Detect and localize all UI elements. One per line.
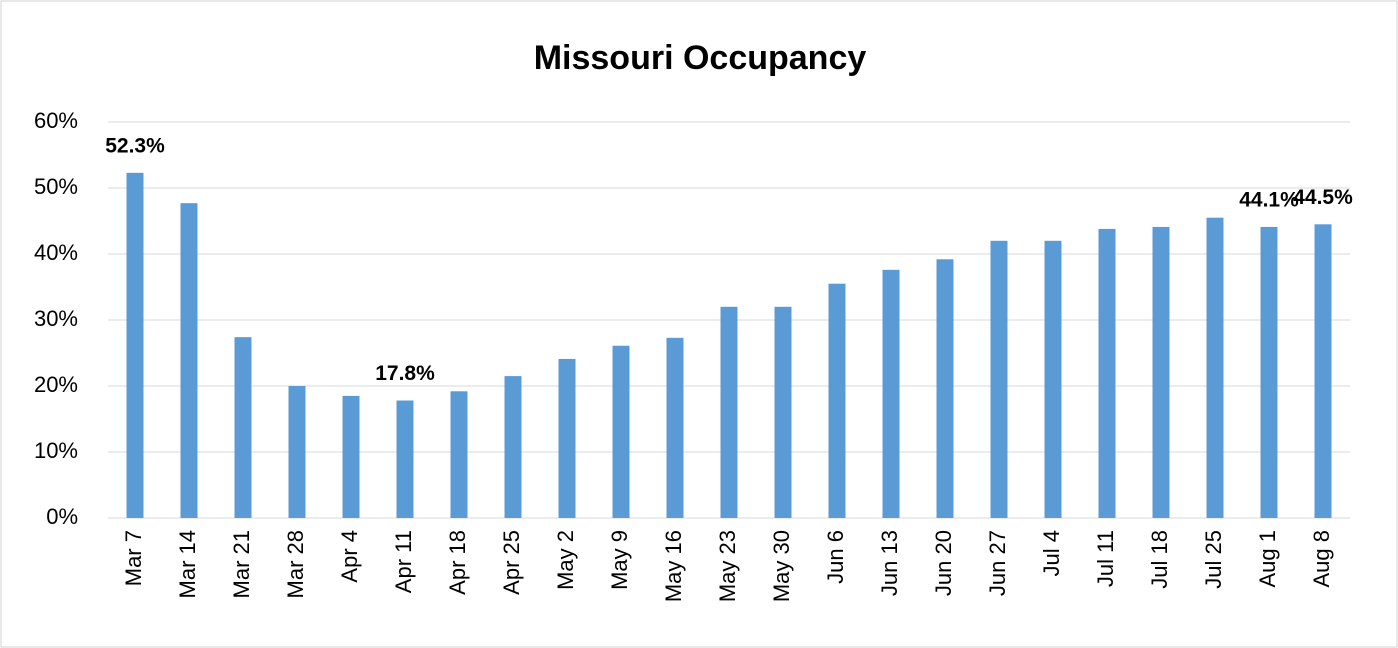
bar [774, 306, 792, 518]
x-tick-label: May 30 [769, 530, 794, 602]
bar [1044, 240, 1062, 519]
bar [342, 395, 360, 518]
bar [612, 345, 630, 518]
y-tick-label: 60% [34, 108, 78, 133]
x-tick-label: Jul 18 [1147, 530, 1172, 589]
y-tick-label: 20% [34, 372, 78, 397]
chart-title: Missouri Occupancy [534, 39, 867, 77]
y-tick-label: 40% [34, 240, 78, 265]
x-tick-label: Mar 14 [175, 530, 200, 598]
value-label: 44.5% [1293, 186, 1353, 209]
x-tick-label: Jun 6 [823, 530, 848, 584]
bar [504, 376, 522, 518]
x-tick-label: May 9 [607, 530, 632, 590]
x-tick-label: Mar 21 [229, 530, 254, 598]
x-tick-label: Jun 27 [985, 530, 1010, 596]
x-tick-label: Mar 28 [283, 530, 308, 598]
bar [234, 337, 252, 518]
x-tick-label: May 2 [553, 530, 578, 590]
x-tick-label: Jun 13 [877, 530, 902, 596]
bar [1152, 226, 1170, 518]
x-tick-label: Apr 25 [499, 530, 524, 595]
bar [720, 306, 738, 518]
x-tick-label: Aug 1 [1255, 530, 1280, 588]
bar [288, 386, 306, 518]
x-tick-label: Apr 4 [337, 530, 362, 583]
bar [558, 358, 576, 518]
bar [990, 240, 1008, 519]
x-tick-label: Jul 11 [1093, 530, 1118, 587]
bar [450, 391, 468, 518]
bar [936, 259, 954, 518]
x-tick-label: May 16 [661, 530, 686, 602]
bar [882, 269, 900, 518]
x-tick-label: Apr 11 [391, 530, 416, 593]
y-tick-label: 10% [34, 438, 78, 463]
x-tick-label: Jul 4 [1039, 530, 1064, 576]
x-tick-label: Mar 7 [121, 530, 146, 586]
bar [396, 400, 414, 518]
bar [1098, 228, 1116, 519]
x-tick-label: Jul 25 [1201, 530, 1226, 589]
bar [1206, 217, 1224, 518]
x-tick-label: Aug 8 [1309, 530, 1334, 588]
bar [180, 203, 198, 518]
value-label: 52.3% [105, 134, 165, 157]
bar [1314, 224, 1332, 519]
bar [828, 283, 846, 518]
x-tick-label: Jun 20 [931, 530, 956, 596]
y-tick-label: 30% [34, 306, 78, 331]
x-tick-label: May 23 [715, 530, 740, 602]
x-tick-label: Apr 18 [445, 530, 470, 595]
value-label: 44.1% [1239, 188, 1299, 211]
bar [1260, 226, 1278, 518]
value-label: 17.8% [375, 362, 435, 385]
y-tick-label: 0% [46, 504, 78, 529]
bar [666, 337, 684, 518]
bar [126, 172, 144, 518]
y-tick-label: 50% [34, 174, 78, 199]
